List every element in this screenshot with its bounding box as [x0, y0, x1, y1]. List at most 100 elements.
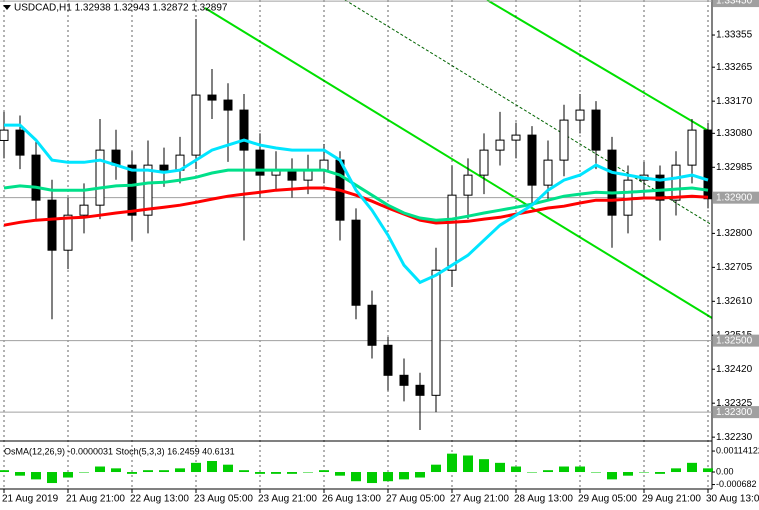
y-tick-label: 1.32420	[716, 364, 753, 375]
x-tick-label: 21 Aug 21:00	[66, 494, 125, 505]
osma-bar	[543, 470, 553, 473]
osma-bar	[463, 455, 473, 473]
candle-body	[655, 174, 665, 201]
osma-bar	[47, 472, 57, 484]
osma-bar	[495, 462, 505, 473]
candle-body	[159, 164, 169, 171]
y-tick-label: 1.33265	[716, 62, 753, 73]
candle-body	[415, 384, 425, 396]
osma-bar	[0, 470, 9, 473]
osma-bar	[143, 470, 153, 473]
osma-bar	[575, 466, 585, 473]
title-icon	[3, 5, 11, 10]
candle-body	[239, 109, 249, 151]
osma-bar	[511, 466, 521, 473]
x-tick-label: 27 Aug 21:00	[450, 494, 509, 505]
y-tick-label: 1.32610	[716, 296, 753, 307]
osma-bar	[335, 472, 345, 476]
candle-body	[47, 199, 57, 251]
candle-body	[687, 129, 697, 166]
osma-bar	[175, 468, 185, 473]
candle-body	[559, 119, 569, 161]
candle-body	[607, 149, 617, 216]
osma-bar	[671, 468, 681, 473]
osma-bar	[79, 472, 89, 473]
osma-bar	[207, 461, 217, 473]
candle-body	[95, 149, 105, 206]
osma-bar	[399, 472, 409, 480]
candle-body	[255, 149, 265, 176]
level-label: 1.33450	[716, 0, 753, 7]
candle-body	[383, 344, 393, 376]
candle-body	[143, 164, 153, 216]
candle-body	[31, 154, 41, 201]
y-tick-label: 0.00114122	[716, 445, 759, 455]
osma-bar	[383, 472, 393, 482]
osma-bar	[687, 462, 697, 473]
candle-body	[127, 164, 137, 216]
y-tick-label: 1.32800	[716, 228, 753, 239]
level-label: 1.32900	[716, 192, 753, 203]
candle-body	[463, 174, 473, 196]
level-label: 1.32300	[716, 407, 753, 418]
y-tick-label: 1.32705	[716, 262, 753, 273]
osma-bar	[95, 466, 105, 473]
osma-bar	[303, 472, 313, 473]
indicator-label: OsMA(12,26,9) -0.0000031 Stoch(5,3,3) 16…	[4, 446, 235, 456]
osma-bar	[191, 462, 201, 473]
osma-bar	[591, 472, 601, 473]
x-tick-label: 28 Aug 13:00	[514, 494, 573, 505]
level-box	[713, 334, 759, 347]
level-box	[713, 191, 759, 204]
channel-line	[204, 7, 713, 319]
candle-body	[287, 169, 297, 181]
osma-bar	[479, 459, 489, 473]
osma-bar	[127, 472, 137, 474]
x-tick-label: 29 Aug 21:00	[642, 494, 701, 505]
x-tick-label: 26 Aug 13:00	[322, 494, 381, 505]
channel-lines	[204, 0, 713, 319]
x-tick-label: 22 Aug 13:00	[130, 494, 189, 505]
candle-body	[63, 214, 73, 251]
candle-body	[303, 169, 313, 181]
moving-average	[3, 186, 709, 227]
candle-body	[527, 134, 537, 186]
osma-bar	[255, 472, 265, 474]
candle-body	[207, 94, 217, 101]
candle-body	[479, 149, 489, 176]
osma-bar	[447, 453, 457, 473]
osma-bar	[63, 472, 73, 478]
y-tick-label: 1.32985	[716, 162, 753, 173]
osma-bar	[239, 470, 249, 473]
level-box	[713, 406, 759, 419]
osma-bar	[639, 472, 649, 473]
x-tick-label: 29 Aug 05:00	[578, 494, 637, 505]
candle-body	[703, 129, 713, 200]
osma-bar	[367, 472, 377, 484]
candle-body	[431, 269, 441, 396]
osma-bar	[319, 470, 329, 473]
candle-body	[447, 194, 457, 271]
osma-bar	[655, 472, 665, 474]
candle-body	[399, 374, 409, 386]
x-tick-label: 30 Aug 13:00	[706, 494, 759, 505]
y-tick-label: 1.33355	[716, 30, 753, 41]
candle-body	[223, 99, 233, 111]
osma-bar	[223, 464, 233, 473]
channel-line	[486, 0, 713, 134]
osma-bar	[271, 472, 281, 474]
osma-bar	[15, 472, 25, 476]
y-tick-label: -0.000682	[716, 479, 757, 489]
y-tick-label: 1.33080	[716, 128, 753, 139]
x-tick-label: 23 Aug 05:00	[194, 494, 253, 505]
osma-bar	[431, 464, 441, 473]
candle-body	[15, 129, 25, 156]
candle-body	[543, 159, 553, 186]
osma-bar	[559, 466, 569, 473]
osma-bar	[527, 472, 537, 473]
osma-bar	[159, 470, 169, 473]
candle-body	[591, 109, 601, 151]
osma-bar	[111, 468, 121, 473]
